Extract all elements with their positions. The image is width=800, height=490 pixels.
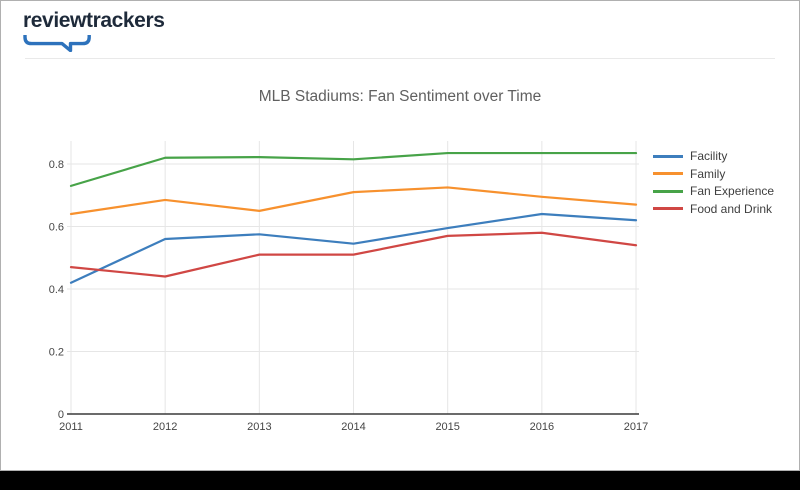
family-line-swatch (653, 172, 683, 176)
y-tick-label: 0 (58, 409, 64, 421)
fan-experience-line-swatch (653, 189, 683, 193)
legend-label: Family (690, 166, 726, 181)
x-tick-label: 2013 (247, 421, 271, 433)
legend-item-family: Family (653, 166, 774, 181)
series-line-fan-experience (69, 151, 638, 187)
legend-item-facility: Facility (653, 149, 774, 164)
y-tick-label: 0.2 (49, 347, 64, 359)
legend-item-food-and-drink: Food and Drink (653, 201, 774, 216)
legend-label: Food and Drink (690, 201, 773, 216)
chart-card: reviewtrackers MLB Stadiums: Fan Sentime… (0, 0, 800, 471)
x-tick-label: 2016 (530, 421, 554, 433)
legend-label: Facility (690, 149, 728, 164)
y-tick-label: 0.6 (49, 222, 64, 234)
x-tick-label: 2017 (624, 421, 648, 433)
x-tick-label: 2014 (341, 421, 365, 433)
reviewtrackers-logo: reviewtrackers (23, 9, 165, 52)
y-tick-label: 0.4 (49, 284, 64, 296)
legend-item-fan-experience: Fan Experience (653, 184, 775, 199)
x-tick-label: 2011 (59, 421, 83, 433)
x-tick-label: 2012 (153, 421, 177, 433)
line-chart-plot-area: 0 0.2 0.4 0.6 0.8 2011 2012 2013 2014 2015 2016 201… (49, 141, 648, 433)
x-tick-label: 2015 (435, 421, 459, 433)
chart-title: MLB Stadiums: Fan Sentiment over Time (258, 88, 542, 105)
logo-wordmark: reviewtrackers (23, 9, 165, 32)
facility-line-swatch (653, 154, 683, 158)
food-and-drink-line-swatch (653, 207, 683, 211)
y-tick-label: 0.8 (49, 159, 64, 171)
legend-label: Fan Experience (690, 184, 775, 199)
series-line-family (69, 186, 638, 216)
series-line-facility (69, 212, 638, 284)
header-divider (25, 58, 775, 59)
chart-legend: Facility Family Fan Experience Food and … (653, 149, 775, 220)
speech-bubble-bracket-icon (23, 35, 91, 52)
series-line-food-and-drink (69, 231, 638, 278)
